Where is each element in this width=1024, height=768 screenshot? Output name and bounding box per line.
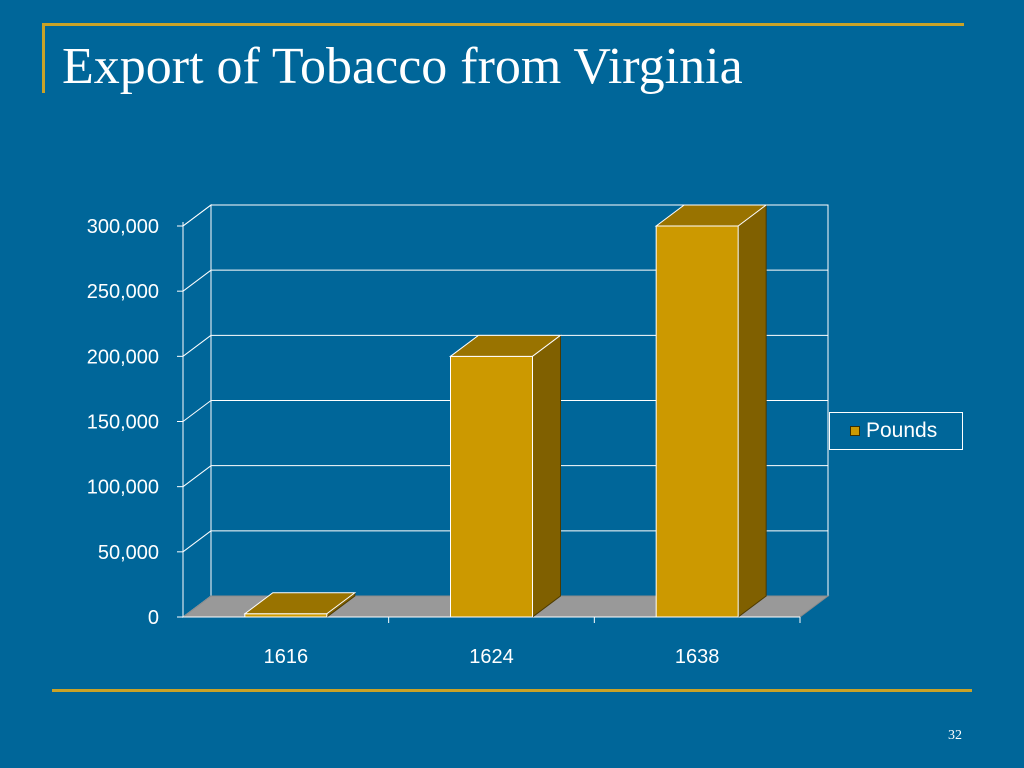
legend-swatch-pounds	[850, 426, 860, 436]
chart-legend: Pounds	[829, 412, 963, 450]
gridline-side	[182, 204, 212, 227]
bar-top-1616	[243, 592, 357, 615]
y-tick-label: 200,000	[87, 346, 159, 368]
bar-1624	[450, 355, 533, 618]
bar-top-1638	[654, 204, 768, 227]
bar-top-1624	[449, 334, 562, 357]
title-frame-left-rule	[42, 25, 45, 93]
x-tick-label: 1616	[264, 646, 309, 668]
y-tick-label: 0	[148, 607, 159, 629]
y-tick-label: 150,000	[87, 412, 159, 434]
x-tick-label: 1624	[469, 646, 514, 668]
bar-side-1624	[532, 334, 561, 618]
gridline-side	[182, 269, 212, 292]
title-frame-top-rule	[42, 23, 964, 26]
gridline-side	[182, 530, 212, 553]
y-tick-label: 100,000	[87, 477, 159, 499]
legend-label-pounds: Pounds	[866, 419, 938, 442]
slide-title: Export of Tobacco from Virginia	[62, 38, 743, 95]
bar-1638	[655, 225, 739, 618]
gridline-side	[182, 334, 212, 357]
y-tick-label: 250,000	[87, 281, 159, 303]
bar-side-1638	[737, 204, 767, 618]
gridline-side	[182, 400, 212, 422]
x-tick-label: 1638	[675, 646, 720, 668]
footer-rule	[52, 689, 972, 692]
y-tick-label: 300,000	[87, 216, 159, 238]
page-number: 32	[948, 728, 962, 743]
gridline-side	[182, 465, 212, 488]
y-tick-label: 50,000	[98, 542, 159, 564]
